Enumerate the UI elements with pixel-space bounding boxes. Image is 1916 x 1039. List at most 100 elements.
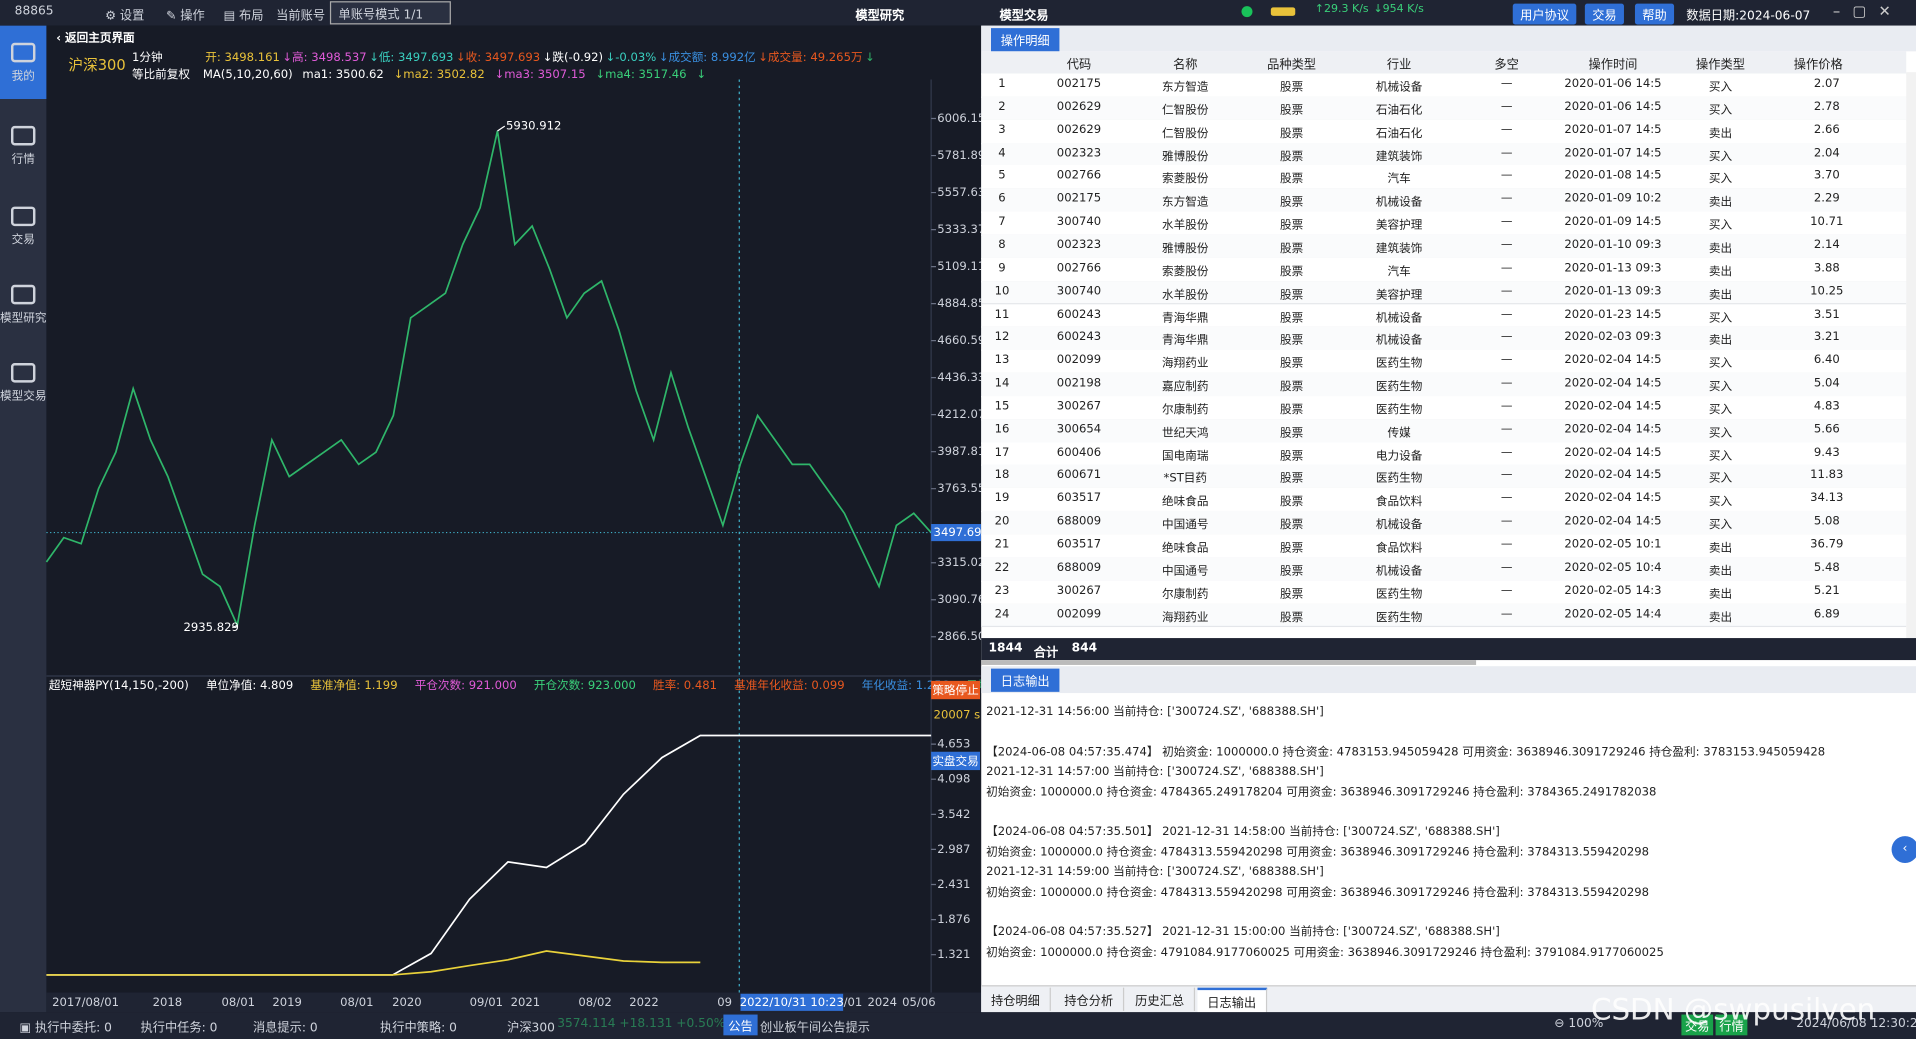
log-line: 【2024-06-08 04:57:35.501】 2021-12-31 14:… bbox=[986, 825, 1500, 840]
table-row[interactable] bbox=[981, 418, 1907, 444]
tab-model-research[interactable]: 模型研究 bbox=[855, 9, 905, 24]
nav-model-trade[interactable]: 模型交易 bbox=[0, 363, 46, 403]
tab-strip bbox=[981, 25, 1916, 52]
clock: 2024/06/08 12:30:29 bbox=[1796, 1016, 1916, 1031]
period: 1分钟 bbox=[132, 50, 163, 64]
stat-text: 单位净值: 4.809 bbox=[206, 678, 293, 692]
table-cell: 买入 bbox=[1708, 311, 1733, 325]
tab-model-trade[interactable]: 模型交易 bbox=[999, 9, 1049, 24]
table-cell: 股票 bbox=[1279, 541, 1304, 555]
table-cell: 股票 bbox=[1279, 241, 1304, 256]
last-price-badge bbox=[931, 524, 982, 542]
stat-text: ↓ma2: 3502.82 bbox=[394, 67, 485, 81]
tab-positions[interactable]: 持仓明细 bbox=[981, 987, 1051, 1011]
stat-text: ↓ma3: 3507.15 bbox=[494, 67, 585, 81]
tab-history[interactable]: 历史汇总 bbox=[1125, 987, 1196, 1011]
stat-text: ↓成交额: 8.992亿 bbox=[659, 50, 756, 64]
table-cell: 300654 bbox=[1056, 422, 1102, 437]
table-cell: 买入 bbox=[1708, 172, 1733, 187]
y-tick-label: 3.542 bbox=[937, 807, 970, 821]
summary-count: 1844 bbox=[988, 641, 1023, 656]
stat-text: 超短神器PY(14,150,-200) bbox=[49, 678, 189, 692]
index-quote: 沪深300 bbox=[507, 1021, 555, 1036]
table-cell: 002175 bbox=[1056, 192, 1102, 206]
tab-operation-detail[interactable]: 操作明细 bbox=[990, 28, 1060, 52]
account-mode-select[interactable]: 单账号模式 1/1 bbox=[329, 1, 452, 25]
menu-operate[interactable]: ✎ 操作 bbox=[166, 9, 205, 24]
collapse-button[interactable]: ‹ bbox=[1891, 836, 1916, 863]
y-tick-label: 3987.811 bbox=[937, 444, 981, 458]
strategy-stop[interactable]: 策略停止 bbox=[932, 683, 979, 697]
log-line: 初始资金: 1000000.0 持仓资金: 4784365.249178204 … bbox=[986, 785, 1657, 799]
notice-text[interactable]: 创业板午间公告提示 bbox=[760, 1021, 871, 1036]
table-cell: 买入 bbox=[1708, 472, 1733, 486]
table-cell: 买入 bbox=[1708, 380, 1733, 394]
log-line: 2021-12-31 14:56:00 当前持仓: ['300724.SZ', … bbox=[986, 705, 1324, 719]
tab-position-analysis[interactable]: 持仓分析 bbox=[1055, 987, 1125, 1011]
scrollbar[interactable] bbox=[1906, 72, 1916, 659]
tab-log[interactable]: 日志输出 bbox=[1197, 987, 1268, 1014]
tab-log-output[interactable]: 日志输出 bbox=[990, 668, 1060, 692]
pending-orders: ▣ 执行中委托: 0 bbox=[19, 1021, 112, 1036]
table-row[interactable] bbox=[981, 603, 1907, 628]
table-cell: 买入 bbox=[1708, 518, 1733, 532]
menu-layout[interactable]: ▤ 布局 bbox=[223, 9, 264, 24]
table-cell: — bbox=[1500, 468, 1513, 483]
table-cell: 2020-02-04 14:5 bbox=[1564, 514, 1662, 529]
time-axis-labels: 2017/08/01 2018 08/01 2019 08/01 2020 09/01 202… bbox=[52, 993, 936, 1011]
notice-badge[interactable]: 公告 bbox=[723, 1014, 758, 1036]
battery-icon bbox=[1270, 7, 1296, 16]
table-row[interactable] bbox=[981, 73, 1907, 98]
zoom[interactable]: ⊖ 100% bbox=[1554, 1016, 1604, 1031]
stat-text: ↓成交量: 49.265万 bbox=[758, 50, 862, 64]
trade-button[interactable]: 交易 bbox=[1584, 3, 1624, 25]
back-link[interactable]: ‹ 返回主页界面 bbox=[56, 30, 135, 44]
trade-indicator[interactable]: 交易 bbox=[1681, 1014, 1714, 1036]
menu-settings[interactable]: ⚙ 设置 bbox=[105, 9, 145, 24]
table-row[interactable] bbox=[981, 441, 1907, 467]
nav-mine[interactable]: 我的 bbox=[0, 42, 46, 83]
table-cell: 4 bbox=[998, 146, 1006, 160]
market-indicator[interactable]: 行情 bbox=[1715, 1014, 1748, 1036]
table-cell: 机械设备 bbox=[1375, 334, 1423, 348]
table-cell: — bbox=[1500, 192, 1513, 206]
live-trade-badge[interactable] bbox=[931, 751, 980, 771]
table-row[interactable] bbox=[981, 511, 1907, 536]
table-row[interactable] bbox=[981, 326, 1907, 352]
strategy-stop-badge[interactable] bbox=[931, 680, 980, 700]
stat-text: ↓ bbox=[696, 67, 706, 81]
stat-text: ↓-0.03% bbox=[606, 50, 657, 64]
table-cell: 2020-02-04 14:5 bbox=[1564, 445, 1662, 460]
window-controls[interactable]: –▢✕ bbox=[1832, 2, 1904, 20]
table-cell: 600243 bbox=[1056, 307, 1102, 321]
help-button[interactable]: 帮助 bbox=[1634, 3, 1675, 25]
user-agreement-button[interactable]: 用户协议 bbox=[1512, 3, 1577, 25]
h-scrollbar[interactable] bbox=[981, 660, 1477, 665]
table-cell: 2020-01-07 14:5 bbox=[1564, 123, 1662, 137]
nav-market[interactable]: 行情 bbox=[0, 125, 46, 166]
time-label: 2024 bbox=[867, 995, 897, 1009]
table-cell: 东方智造 bbox=[1162, 195, 1209, 210]
time-label: 2020 bbox=[392, 995, 422, 1009]
table-cell: *ST目药 bbox=[1163, 472, 1208, 486]
table-cell: 买入 bbox=[1708, 449, 1733, 463]
column-header: 名称 bbox=[1173, 58, 1198, 73]
table-cell: 603517 bbox=[1056, 537, 1102, 552]
log-line: 【2024-06-08 04:57:35.474】 初始资金: 1000000.… bbox=[986, 745, 1826, 759]
table-cell: 卖出 bbox=[1708, 334, 1733, 348]
table-cell: 6.40 bbox=[1813, 353, 1840, 367]
table-cell: 建筑装饰 bbox=[1375, 149, 1423, 164]
table-cell: 股票 bbox=[1279, 195, 1304, 210]
table-cell: 索菱股份 bbox=[1162, 172, 1209, 187]
nav-model-research[interactable]: 模型研究 bbox=[0, 284, 46, 325]
table-cell: 2020-01-13 09:3 bbox=[1564, 284, 1662, 298]
y-tick-label: 6006.159 bbox=[937, 111, 981, 125]
table-row[interactable] bbox=[981, 534, 1907, 559]
live-trade[interactable]: 实盘交易 bbox=[932, 754, 978, 768]
table-cell: 688009 bbox=[1056, 514, 1102, 529]
nav-trade[interactable]: 交易 bbox=[0, 206, 46, 247]
table-cell: 石油石化 bbox=[1375, 103, 1423, 118]
table-cell: 002099 bbox=[1056, 606, 1102, 621]
table-cell: 买入 bbox=[1708, 149, 1733, 164]
